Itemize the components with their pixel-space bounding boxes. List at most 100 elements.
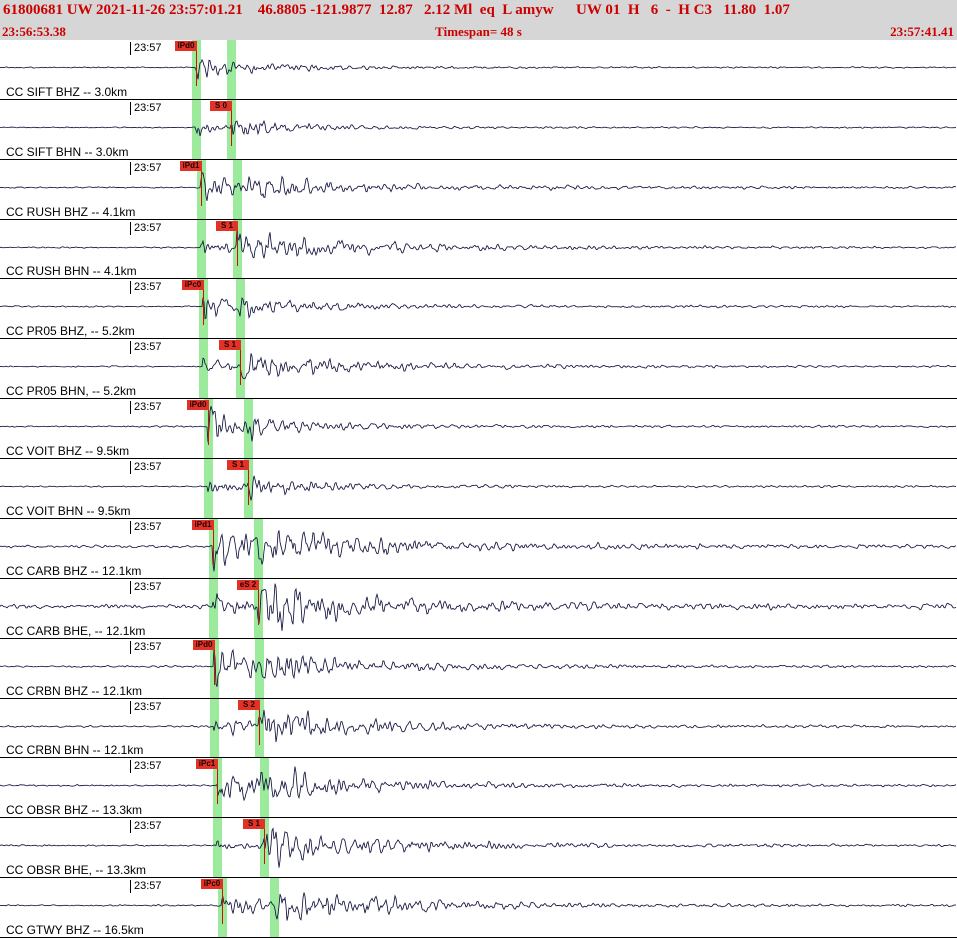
pick-line bbox=[213, 519, 214, 565]
pick-flag[interactable]: eS 2 bbox=[237, 579, 259, 590]
trace-row[interactable]: iPc0 23:57 CC GTWY BHZ -- 16.5km bbox=[0, 878, 957, 938]
waveform bbox=[0, 230, 957, 258]
trace-row[interactable]: iPd0 23:57 CC SIFT BHZ -- 3.0km bbox=[0, 40, 957, 100]
minute-time-label: 23:57 bbox=[130, 640, 162, 654]
station-label: CC VOIT BHN -- 9.5km bbox=[6, 503, 131, 518]
waveform-path bbox=[0, 475, 957, 501]
waveform-path bbox=[0, 530, 957, 572]
pick-flag[interactable]: iPc0 bbox=[182, 280, 204, 291]
pick-line bbox=[248, 460, 249, 506]
pick-line bbox=[237, 220, 238, 266]
pick-flag[interactable]: iPd0 bbox=[175, 41, 197, 51]
window-start-time: 23:56:53.38 bbox=[2, 24, 66, 39]
waveform bbox=[0, 709, 957, 742]
station-label: CC OBSR BHZ -- 13.3km bbox=[6, 803, 143, 818]
pick-flag[interactable]: iPd1 bbox=[180, 160, 202, 171]
event-summary: 61800681 UW 2021-11-26 23:57:01.21 46.88… bbox=[3, 2, 790, 18]
waveform bbox=[0, 766, 957, 802]
trace-row[interactable]: S 1 23:57 CC OBSR BHE, -- 13.3km bbox=[0, 818, 957, 879]
waveform bbox=[0, 353, 957, 380]
waveform-path bbox=[0, 353, 957, 380]
trace-row[interactable]: S 1 23:57 CC RUSH BHN -- 4.1km bbox=[0, 219, 957, 280]
pick-line bbox=[217, 759, 218, 805]
station-label: CC SIFT BHZ -- 3.0km bbox=[6, 84, 128, 99]
trace-row[interactable]: S 1 23:57 CC VOIT BHN -- 9.5km bbox=[0, 459, 957, 519]
pick-highlight-band bbox=[255, 638, 264, 698]
waveform-path bbox=[0, 172, 957, 201]
minute-time-label: 23:57 bbox=[130, 101, 162, 115]
station-label: CC CRBN BHZ -- 12.1km bbox=[6, 683, 143, 698]
waveform-path bbox=[0, 583, 957, 631]
minute-time-label: 23:57 bbox=[130, 221, 162, 235]
pick-line bbox=[222, 879, 223, 925]
waveform bbox=[0, 58, 957, 80]
trace-row[interactable]: S 1 23:57 CC PR05 BHN, -- 5.2km bbox=[0, 339, 957, 400]
time-window-bar: 23:56:53.38 Timespan= 48 s 23:57:41.41 bbox=[0, 24, 957, 40]
pick-highlight-band bbox=[199, 339, 208, 399]
waveform-path bbox=[0, 766, 957, 802]
pick-highlight-band bbox=[233, 159, 242, 219]
trace-row[interactable]: S 2 23:57 CC CRBN BHN -- 12.1km bbox=[0, 698, 957, 759]
minute-time-label: 23:57 bbox=[130, 820, 162, 834]
waveform bbox=[0, 475, 957, 501]
trace-row[interactable]: iPc0 23:57 CC PR05 BHZ, -- 5.2km bbox=[0, 279, 957, 340]
pick-flag[interactable]: iPd0 bbox=[187, 400, 209, 411]
waveform bbox=[0, 827, 957, 868]
pick-flag[interactable]: S 1 bbox=[227, 460, 249, 471]
pick-flag[interactable]: S 2 bbox=[238, 699, 260, 710]
trace-row[interactable]: iPc1 23:57 CC OBSR BHZ -- 13.3km bbox=[0, 758, 957, 819]
timespan-label: Timespan= 48 s bbox=[435, 24, 522, 39]
waveform-path bbox=[0, 119, 957, 136]
waveform bbox=[0, 172, 957, 201]
pick-flag[interactable]: S 0 bbox=[210, 100, 232, 111]
waveform-path bbox=[0, 406, 957, 443]
pick-line bbox=[231, 100, 232, 146]
waveform-path bbox=[0, 58, 957, 80]
waveform bbox=[0, 530, 957, 572]
station-label: CC CARB BHE, -- 12.1km bbox=[6, 623, 146, 638]
pick-line bbox=[264, 819, 265, 865]
trace-row[interactable]: iPd1 23:57 CC RUSH BHZ -- 4.1km bbox=[0, 159, 957, 220]
waveform-path bbox=[0, 648, 957, 687]
minute-time-label: 23:57 bbox=[130, 161, 162, 175]
pick-line bbox=[259, 699, 260, 745]
waveform bbox=[0, 119, 957, 136]
station-label: CC RUSH BHZ -- 4.1km bbox=[6, 204, 136, 219]
waveform-path bbox=[0, 709, 957, 742]
minute-time-label: 23:57 bbox=[130, 281, 162, 295]
trace-row[interactable]: iPd1 23:57 CC CARB BHZ -- 12.1km bbox=[0, 518, 957, 579]
pick-flag[interactable]: iPd0 bbox=[193, 639, 215, 650]
waveform bbox=[0, 406, 957, 443]
minute-time-label: 23:57 bbox=[130, 461, 162, 475]
trace-row[interactable]: iPd0 23:57 CC CRBN BHZ -- 12.1km bbox=[0, 638, 957, 699]
trace-row[interactable]: eS 2 23:57 CC CARB BHE, -- 12.1km bbox=[0, 578, 957, 639]
pick-line bbox=[201, 160, 202, 206]
pick-line bbox=[208, 400, 209, 446]
header: 61800681 UW 2021-11-26 23:57:01.21 46.88… bbox=[0, 0, 957, 40]
minute-time-label: 23:57 bbox=[130, 401, 162, 415]
pick-line bbox=[214, 639, 215, 685]
station-label: CC OBSR BHE, -- 13.3km bbox=[6, 863, 147, 878]
station-label: CC CARB BHZ -- 12.1km bbox=[6, 563, 142, 578]
station-label: CC VOIT BHZ -- 9.5km bbox=[6, 444, 130, 459]
pick-flag[interactable]: S 1 bbox=[243, 819, 265, 830]
trace-row[interactable]: S 0 23:57 CC SIFT BHN -- 3.0km bbox=[0, 99, 957, 160]
pick-line bbox=[203, 280, 204, 326]
waveform bbox=[0, 583, 957, 631]
minute-time-label: 23:57 bbox=[130, 341, 162, 355]
trace-row[interactable]: iPd0 23:57 CC VOIT BHZ -- 9.5km bbox=[0, 399, 957, 460]
pick-highlight-band bbox=[244, 399, 253, 459]
pick-flag[interactable]: iPd1 bbox=[192, 519, 214, 530]
waveform-path bbox=[0, 892, 957, 921]
waveform-path bbox=[0, 827, 957, 868]
pick-flag[interactable]: iPc0 bbox=[201, 879, 223, 890]
pick-flag[interactable]: iPc1 bbox=[196, 759, 218, 770]
pick-flag[interactable]: S 1 bbox=[216, 220, 238, 231]
minute-time-label: 23:57 bbox=[130, 760, 162, 774]
pick-line bbox=[240, 340, 241, 386]
pick-highlight-band bbox=[197, 219, 206, 279]
minute-time-label: 23:57 bbox=[130, 520, 162, 534]
station-label: CC PR05 BHN, -- 5.2km bbox=[6, 384, 137, 399]
pick-flag[interactable]: S 1 bbox=[219, 340, 241, 351]
